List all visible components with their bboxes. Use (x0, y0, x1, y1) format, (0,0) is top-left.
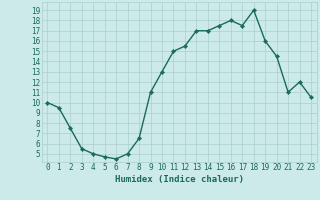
X-axis label: Humidex (Indice chaleur): Humidex (Indice chaleur) (115, 175, 244, 184)
